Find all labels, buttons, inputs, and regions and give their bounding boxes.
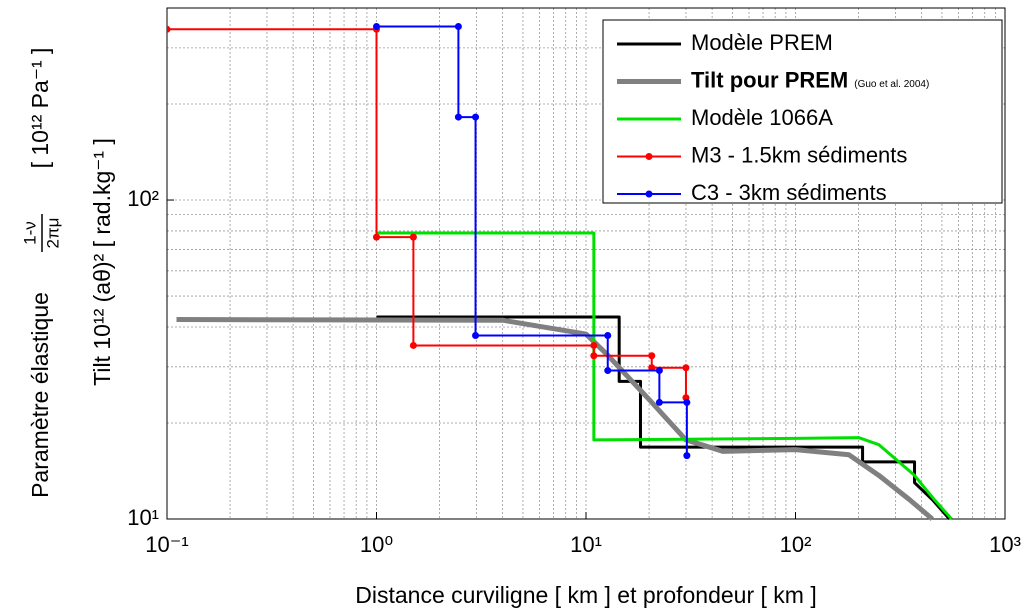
point-marker [655,367,663,375]
x-tick-label: 10³ [989,532,1021,557]
plot-frame [166,7,1006,520]
legend-label: M3 - 1.5km sédiments [691,142,907,167]
x-tick-label: 10¹ [570,532,602,557]
point-marker [409,233,417,241]
point-marker [604,367,612,375]
point-marker [454,113,462,121]
point-marker [590,352,598,360]
point-marker [590,341,598,349]
legend-marker [645,190,653,198]
point-marker [648,352,656,360]
legend-label: C3 - 3km sédiments [691,180,887,205]
y-axis-label-unit: [ 10¹² Pa⁻¹ ] [27,48,53,169]
y-axis-label-denominator: 2πμ [43,218,62,249]
x-tick-label: 10⁻¹ [145,532,188,557]
point-marker [648,364,656,372]
point-marker [472,332,480,340]
y-axis-label-numerator: 1-ν [20,221,39,245]
legend-label: Tilt pour PREM [691,67,848,92]
point-marker [454,22,462,30]
x-axis-label: Distance curviligne [ km ] et profondeur… [355,582,816,608]
y-tick-label: 10¹ [127,505,159,530]
point-marker [167,25,171,33]
series-line [376,315,951,520]
point-marker [604,332,612,340]
point-marker [373,233,380,241]
plot-area [167,22,953,521]
point-marker [682,364,690,372]
legend-label: Modèle 1066A [691,105,833,130]
y-tick-label: 10² [127,186,159,211]
point-marker [472,113,480,121]
point-marker [409,341,417,349]
point-marker [683,398,691,406]
legend-label: Modèle PREM [691,30,833,55]
y-axis-label: Paramètre élastique [27,292,53,498]
series-line [176,317,934,521]
legend-marker [645,153,653,160]
point-marker [683,452,691,460]
x-tick-label: 10² [780,532,812,557]
point-marker [655,398,663,406]
series-line [376,231,953,520]
legend-box [602,19,1003,204]
point-marker [373,22,380,30]
x-tick-label: 10⁰ [360,532,393,557]
legend-note: (Guo et al. 2004) [854,79,929,90]
y2-axis-label: Tilt 10¹² (aθ)² [ rad.kg⁻¹ ] [89,138,115,386]
